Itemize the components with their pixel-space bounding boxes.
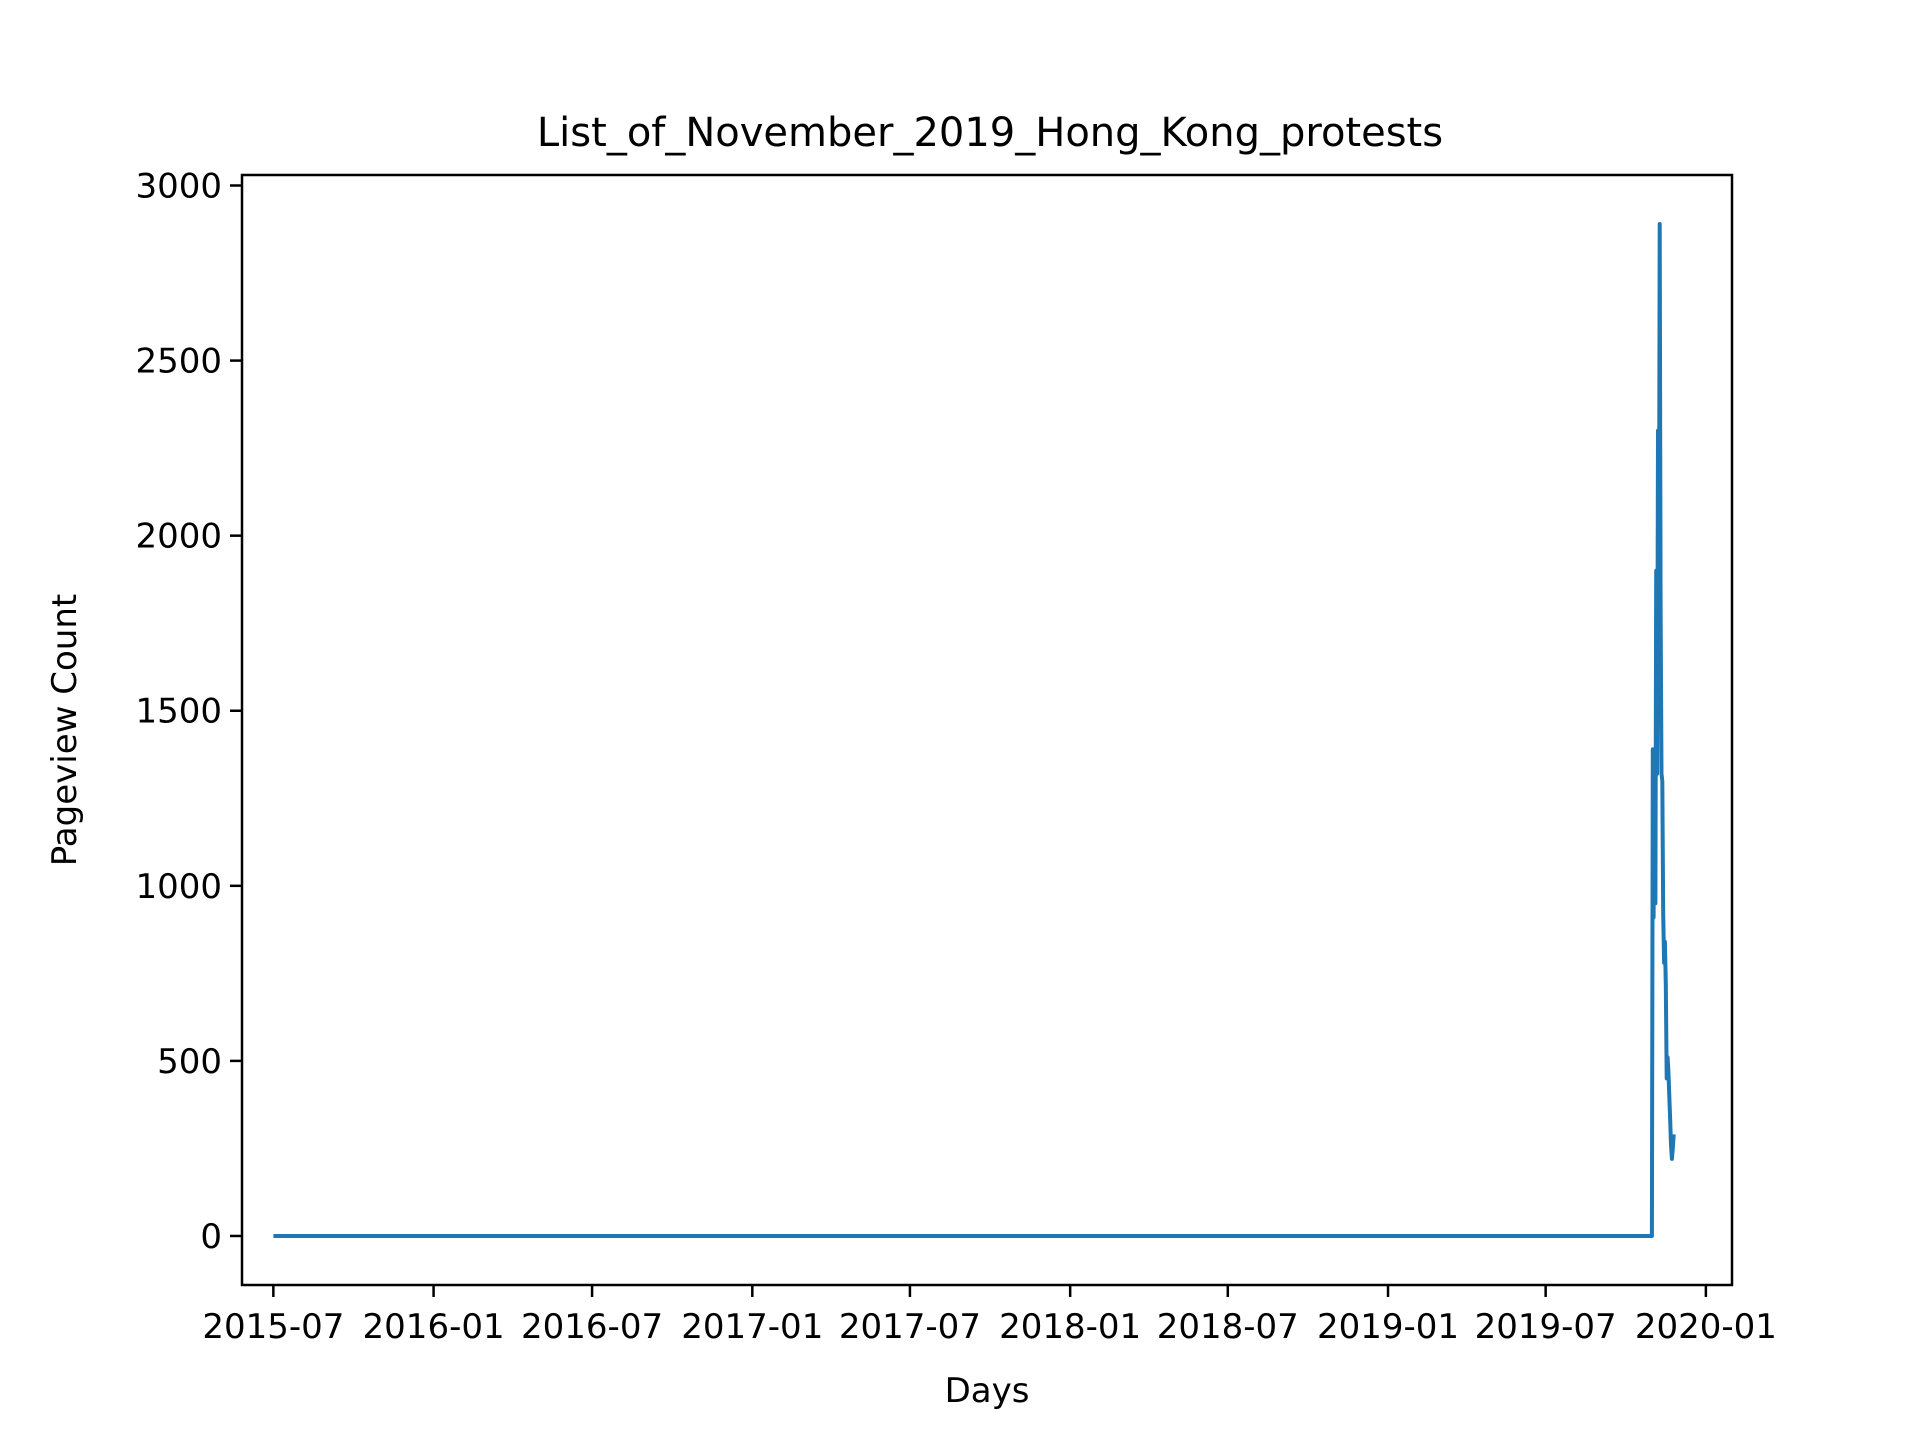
y-tick-label: 500 <box>157 1042 222 1082</box>
x-tick-label: 2018-01 <box>999 1307 1141 1347</box>
x-tick-label: 2020-01 <box>1635 1307 1777 1347</box>
x-tick-label: 2016-07 <box>521 1307 663 1347</box>
x-tick-label: 2019-01 <box>1317 1307 1459 1347</box>
y-tick-label: 2500 <box>135 342 222 382</box>
y-tick-label: 1000 <box>135 867 222 907</box>
y-axis-label: Pageview Count <box>45 594 85 866</box>
x-axis-label: Days <box>945 1371 1030 1411</box>
x-axis-ticks: 2015-07 2016-01 2016-07 2017-01 2017-07 2018-… <box>202 1285 1777 1347</box>
y-axis-ticks: 0 500 1000 1500 2000 2500 3000 <box>135 167 242 1257</box>
x-tick-label: 2017-07 <box>839 1307 981 1347</box>
chart-title: List_of_November_2019_Hong_Kong_protests <box>537 110 1443 156</box>
x-tick-label: 2019-07 <box>1475 1307 1617 1347</box>
y-tick-label: 2000 <box>135 517 222 557</box>
series-line <box>273 222 1676 1238</box>
y-tick-label: 0 <box>200 1217 222 1257</box>
x-tick-label: 2016-01 <box>363 1307 505 1347</box>
series-layer <box>273 222 1676 1238</box>
y-tick-label: 3000 <box>135 167 222 207</box>
plot-frame <box>240 173 1734 1287</box>
y-tick-label: 1500 <box>135 692 222 732</box>
x-tick-label: 2015-07 <box>202 1307 344 1347</box>
x-tick-label: 2017-01 <box>681 1307 823 1347</box>
x-tick-label: 2018-07 <box>1157 1307 1299 1347</box>
